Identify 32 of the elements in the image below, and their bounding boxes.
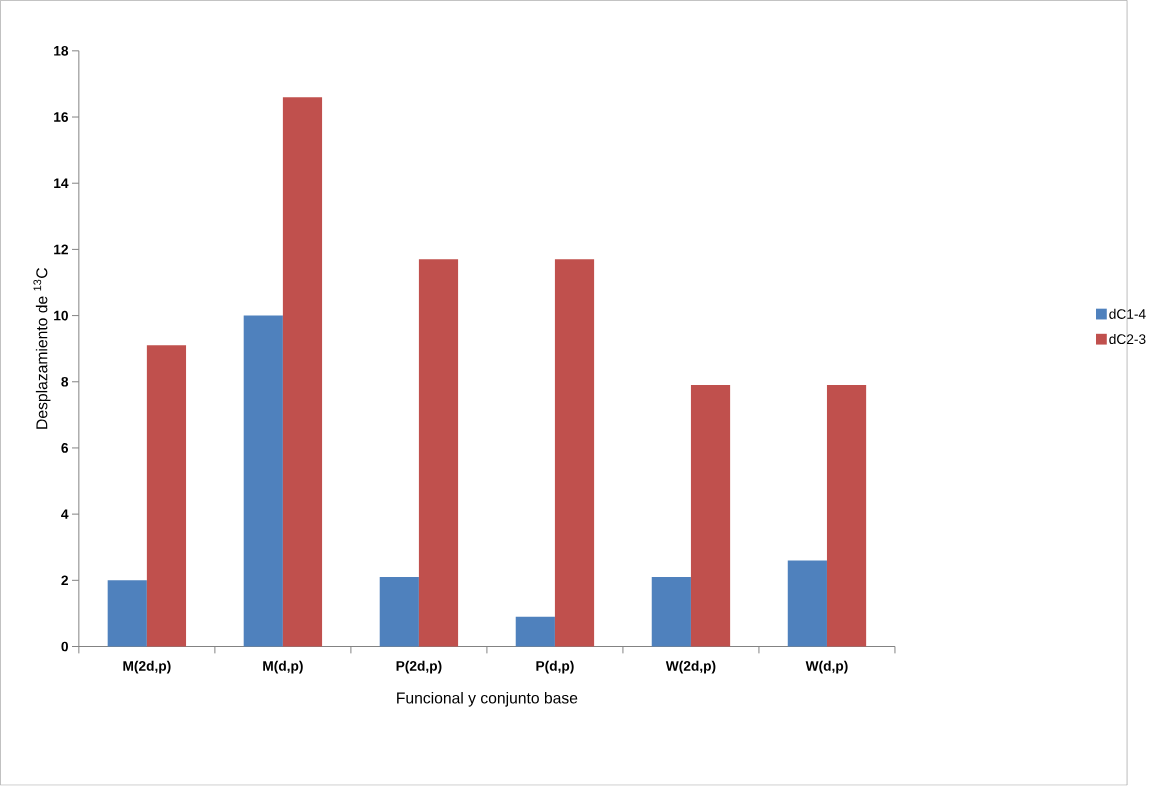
- bar: [690, 385, 731, 647]
- x-tick-label: P(d,p): [536, 660, 574, 674]
- bar: [243, 315, 283, 647]
- y-tick-label: 14: [54, 178, 69, 189]
- bar: [787, 560, 827, 647]
- bar: [107, 580, 147, 647]
- bar: [379, 577, 419, 647]
- legend-label: dC1-4: [1109, 309, 1146, 320]
- x-tick-label: W(2d,p): [665, 660, 716, 674]
- bar: [282, 97, 323, 647]
- bar: [554, 259, 595, 647]
- y-tick-label: 12: [54, 244, 68, 255]
- y-axis-title: Desplazamiento de $^{13}$C: [33, 268, 51, 429]
- x-tick-label: P(2d,p): [396, 660, 442, 674]
- bar: [651, 577, 691, 647]
- legend-label: dC2-3: [1109, 334, 1146, 345]
- x-tick-label: M(2d,p): [123, 660, 171, 674]
- bar: [826, 385, 867, 647]
- y-tick-label: 16: [54, 112, 69, 123]
- x-tick-label: W(d,p): [805, 660, 848, 674]
- y-tick-label: 6: [61, 443, 69, 454]
- y-tick-label: 10: [54, 310, 68, 321]
- y-tick-label: 0: [61, 641, 68, 652]
- y-tick-label: 2: [61, 575, 68, 586]
- y-tick-label: 4: [61, 509, 69, 520]
- bar: [146, 345, 187, 647]
- y-tick-label: 18: [54, 46, 69, 56]
- bar: [515, 616, 555, 647]
- x-tick-label: M(d,p): [263, 660, 303, 674]
- bar: [418, 259, 459, 647]
- y-tick-label: 8: [61, 377, 69, 387]
- x-axis-title: Funcional y conjunto base: [397, 692, 578, 707]
